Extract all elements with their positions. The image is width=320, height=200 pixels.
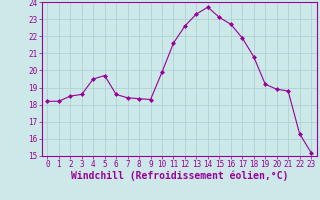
X-axis label: Windchill (Refroidissement éolien,°C): Windchill (Refroidissement éolien,°C) bbox=[70, 171, 288, 181]
